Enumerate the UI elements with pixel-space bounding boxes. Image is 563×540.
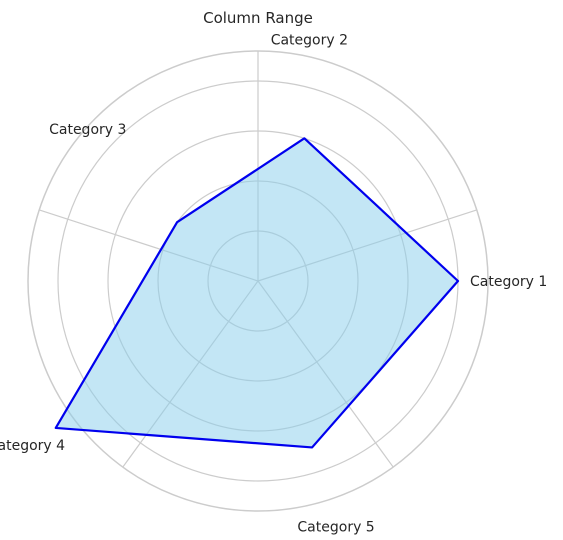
chart-title: Column Range (203, 9, 313, 27)
category-label-2: Category 2 (271, 32, 348, 48)
category-label-1: Category 1 (470, 274, 547, 290)
series-polygon-1 (54, 137, 460, 449)
category-label-5: Category 5 (297, 519, 374, 535)
category-labels: Category 1 Category 2 Category 3 Category 4… (0, 32, 547, 535)
series-area (54, 137, 460, 449)
category-label-3: Category 3 (49, 122, 126, 138)
category-label-4: Category 4 (0, 438, 65, 454)
